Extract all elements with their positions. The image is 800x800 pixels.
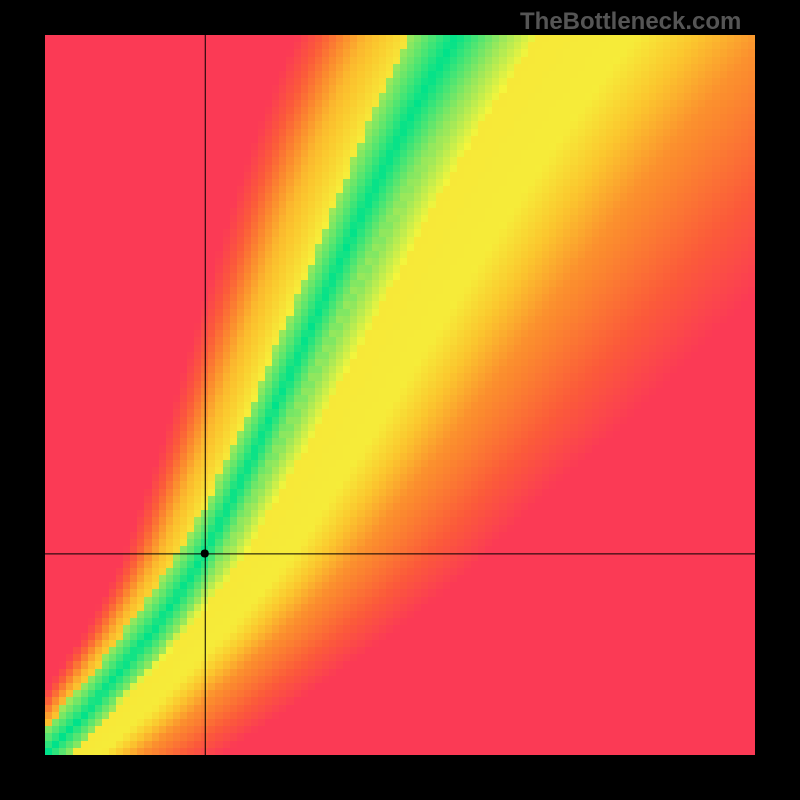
watermark-text: TheBottleneck.com: [520, 8, 741, 36]
chart-container: TheBottleneck.com: [0, 0, 800, 800]
bottleneck-heatmap: [45, 35, 755, 755]
